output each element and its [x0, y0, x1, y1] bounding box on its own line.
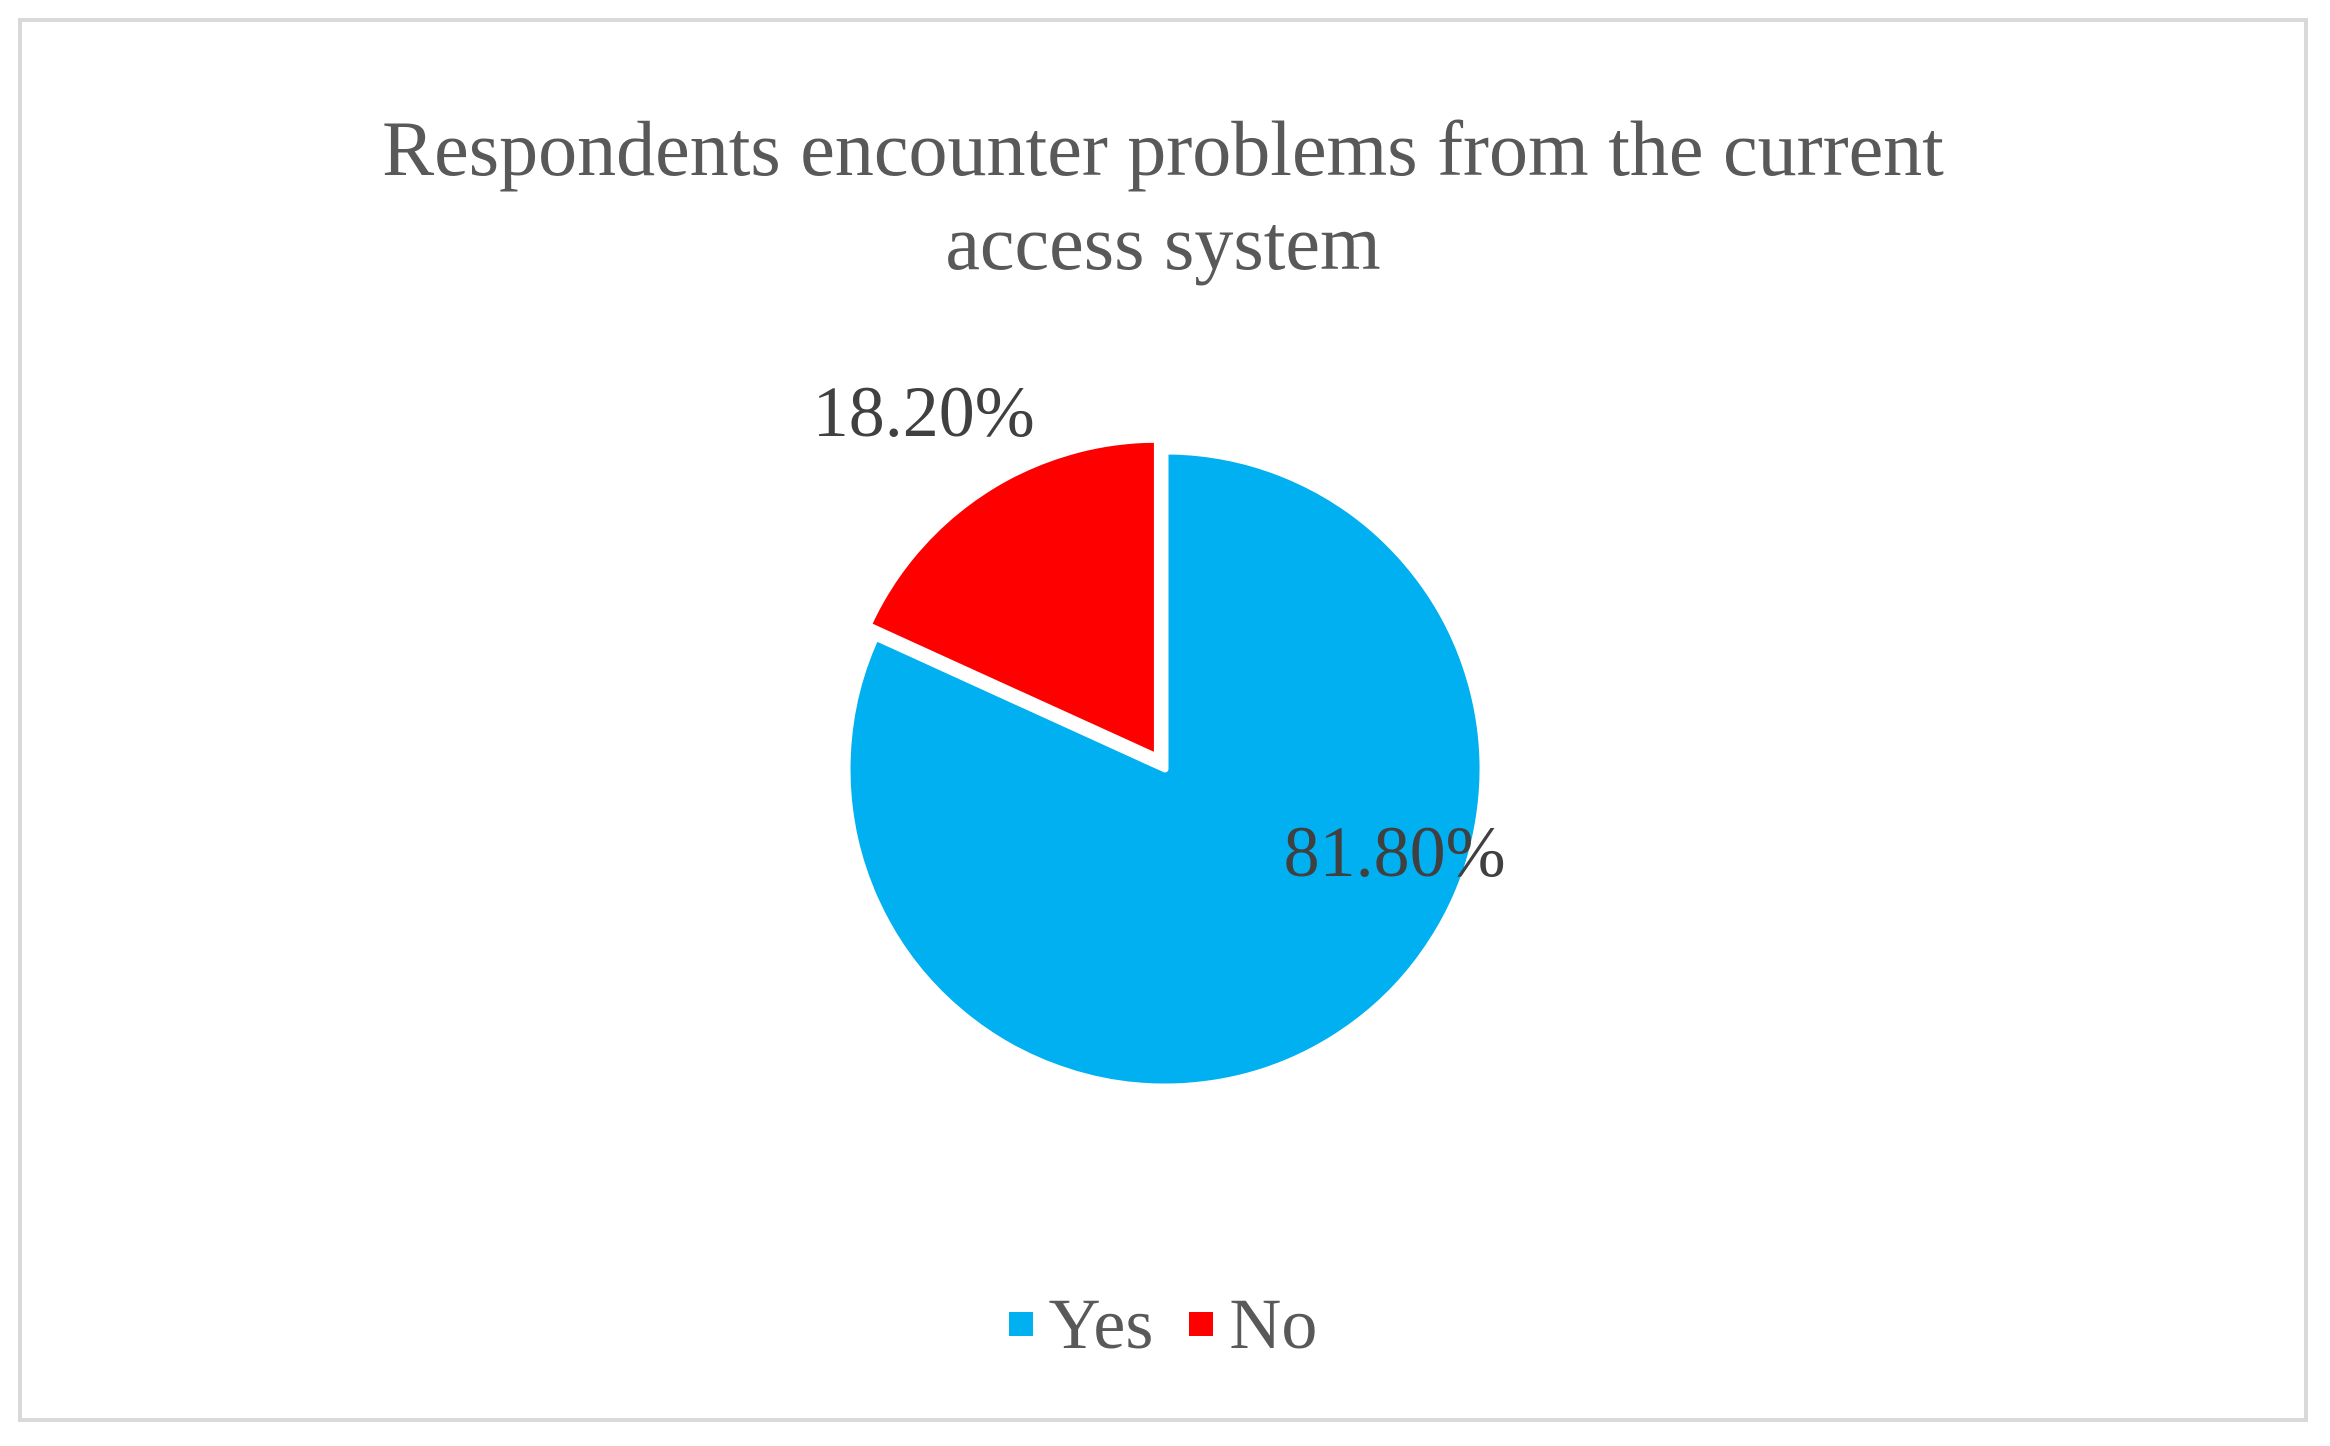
- data-label-no: 18.20%: [813, 372, 1035, 452]
- chart-frame: Respondents encounter problems from the …: [18, 18, 2308, 1422]
- pie-slice-yes: [843, 447, 1487, 1091]
- data-label-yes: 81.80%: [1284, 812, 1506, 892]
- legend-item-yes: Yes: [1008, 1284, 1154, 1364]
- pie-chart: 81.80% 18.20%: [813, 372, 1506, 1091]
- legend-swatch-yes: [1008, 1312, 1033, 1336]
- pie-data-labels: 81.80% 18.20%: [813, 372, 1506, 892]
- pie-slice-no: [864, 435, 1161, 761]
- legend: Yes No: [22, 1284, 2304, 1364]
- legend-label-no: No: [1229, 1284, 1318, 1364]
- legend-swatch-no: [1189, 1312, 1214, 1336]
- pie-slices: [843, 435, 1487, 1091]
- legend-label-yes: Yes: [1048, 1284, 1154, 1364]
- legend-item-no: No: [1189, 1284, 1317, 1364]
- chart-title: Respondents encounter problems from the …: [382, 105, 1944, 286]
